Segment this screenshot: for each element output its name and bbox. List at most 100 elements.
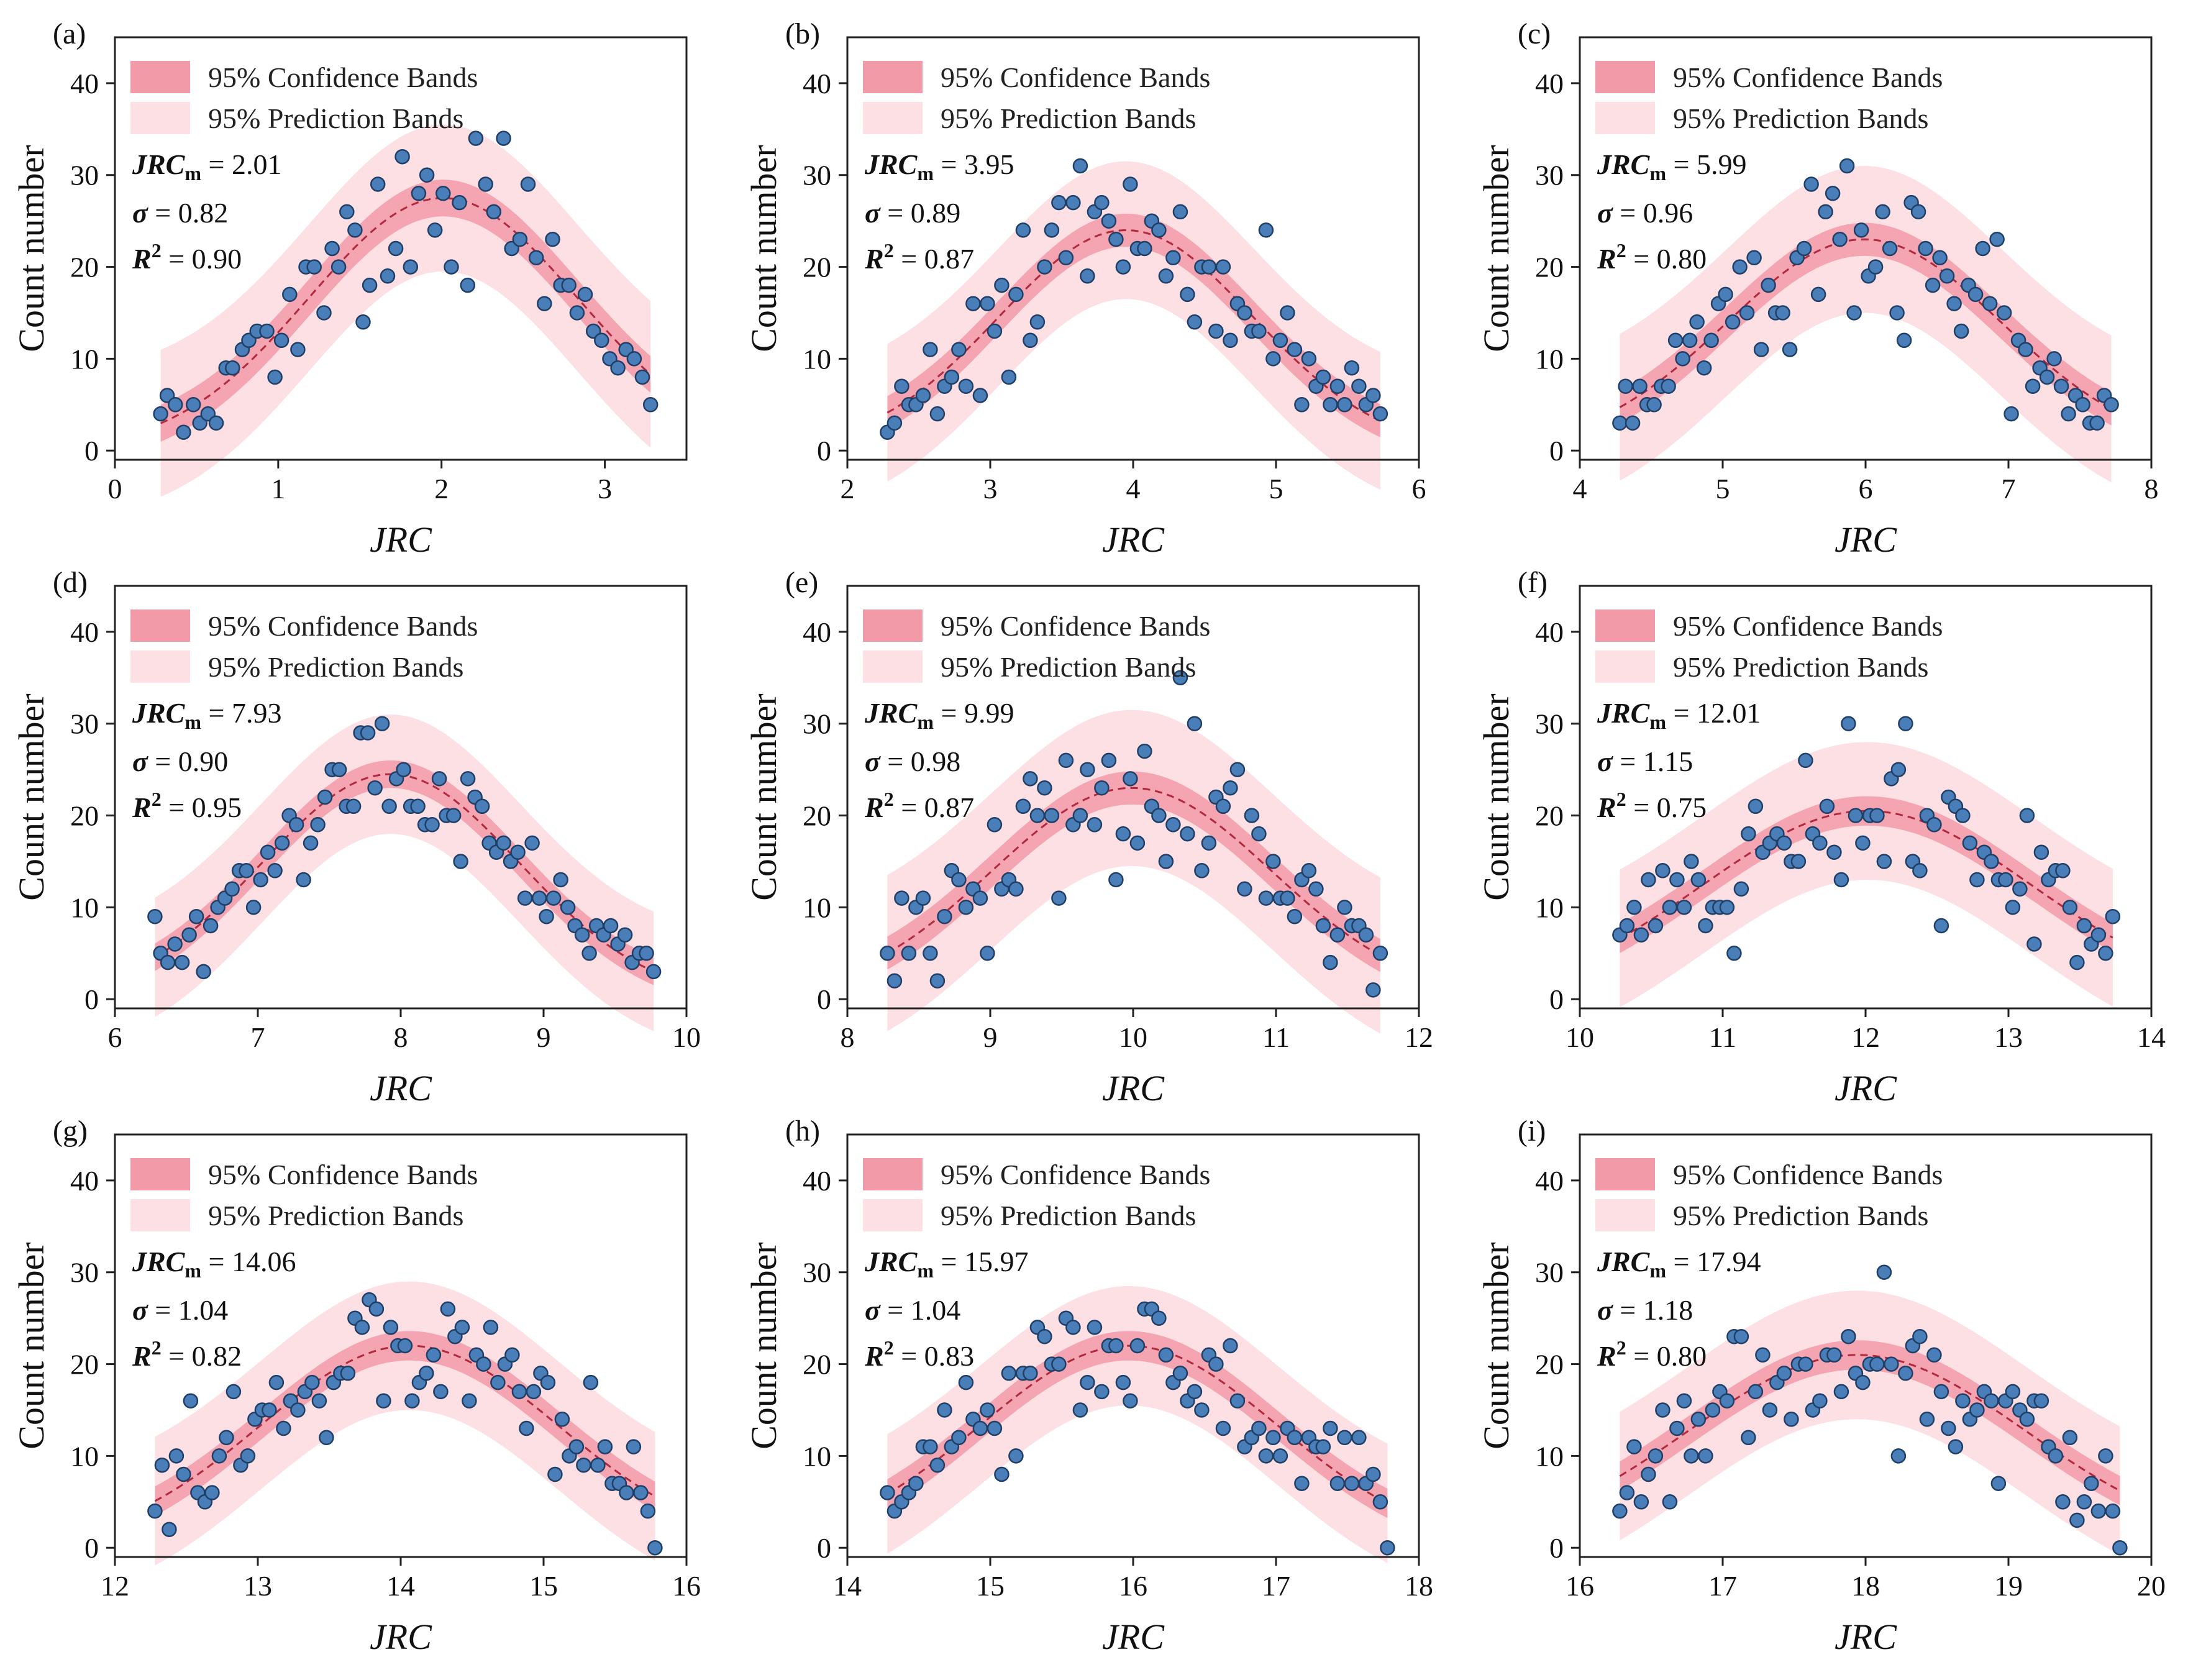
data-point <box>1875 204 1890 220</box>
stat-equals: = <box>894 792 924 823</box>
data-point <box>972 890 988 906</box>
panel-c: 4 5 6 7 8 0 10 20 30 40 JRC Count number (c) 95% Conf… <box>1476 17 2159 560</box>
data-point <box>1051 1356 1067 1372</box>
data-point <box>1151 808 1167 823</box>
data-point <box>987 323 1003 339</box>
data-point <box>951 872 967 888</box>
data-point <box>360 725 376 741</box>
data-point <box>626 1439 642 1454</box>
data-point <box>1884 1356 1899 1372</box>
data-point <box>1962 835 1978 851</box>
data-point <box>1158 1347 1174 1363</box>
confidence-band <box>887 213 1380 437</box>
stat-r2: R2 = 0.90 <box>132 239 242 275</box>
data-point <box>908 1476 924 1491</box>
stat-equals: = <box>201 148 232 180</box>
data-point <box>274 835 290 851</box>
legend-label-confidence: 95% Confidence Bands <box>1673 610 1943 642</box>
data-point <box>1812 1393 1828 1408</box>
data-point <box>2104 397 2119 413</box>
y-tick-label: 0 <box>1549 1532 1564 1564</box>
data-point <box>1718 286 1733 303</box>
data-point <box>1208 323 1224 339</box>
data-point <box>1215 1420 1231 1436</box>
stat-jrc-symbol: JRC <box>132 1246 186 1277</box>
x-tick-label: 20 <box>2137 1570 2166 1602</box>
data-point <box>1912 1328 1928 1344</box>
data-point <box>1803 176 1819 192</box>
x-tick-label: 16 <box>1566 1570 1594 1602</box>
y-tick-label: 20 <box>1535 800 1564 832</box>
data-point <box>1698 1448 1713 1464</box>
stat-jrc-subscript: m <box>917 711 934 733</box>
legend-swatch-confidence <box>130 609 190 642</box>
data-point <box>980 296 995 311</box>
x-tick-label: 14 <box>833 1570 862 1602</box>
data-point <box>951 342 967 357</box>
y-tick-label: 0 <box>1549 984 1564 1015</box>
data-point <box>958 1374 974 1390</box>
data-point <box>468 130 484 146</box>
stat-equals: = <box>1666 148 1697 180</box>
data-point <box>2025 378 2041 394</box>
x-tick-label: 5 <box>1716 473 1730 504</box>
data-point <box>1337 900 1352 915</box>
y-axis-title: Count number <box>1476 145 1516 352</box>
data-point <box>1989 231 2005 247</box>
data-point <box>1158 268 1174 284</box>
data-point <box>1933 918 1949 934</box>
stat-equals: = <box>162 792 192 823</box>
data-point <box>1094 1384 1110 1400</box>
x-tick-label: 13 <box>244 1570 272 1602</box>
data-point <box>411 186 427 201</box>
stat-equals: = <box>201 1246 232 1277</box>
legend-swatch-prediction <box>130 102 190 134</box>
data-point <box>1882 240 1898 257</box>
data-point <box>1741 1430 1756 1446</box>
prediction-band <box>1620 742 2113 1008</box>
y-tick-label: 40 <box>1535 68 1564 99</box>
legend-label-prediction: 95% Prediction Bands <box>1673 651 1928 683</box>
data-point <box>1684 854 1699 869</box>
data-point <box>2062 900 2078 915</box>
legend-label-confidence: 95% Confidence Bands <box>208 1159 478 1190</box>
data-point <box>1165 250 1181 266</box>
stat-equals: = <box>162 243 192 275</box>
data-point <box>617 927 633 943</box>
data-point <box>1165 817 1181 833</box>
data-point <box>923 946 938 961</box>
y-tick-label: 30 <box>70 160 99 191</box>
data-point <box>1619 918 1635 934</box>
data-point <box>397 1338 413 1354</box>
legend-label-prediction: 95% Prediction Bands <box>1673 103 1928 134</box>
stat-r-superscript: 2 <box>1616 1336 1626 1359</box>
legend-swatch-prediction <box>1595 102 1655 134</box>
data-point <box>1984 854 1999 869</box>
stat-equals: = <box>880 746 911 777</box>
confidence-band <box>1620 1340 2120 1505</box>
stat-r-symbol: R <box>132 792 152 823</box>
data-point <box>388 240 404 257</box>
data-point <box>880 1485 895 1500</box>
data-point <box>1123 176 1138 192</box>
x-tick-label: 17 <box>1262 1570 1290 1602</box>
data-point <box>1344 360 1360 376</box>
data-point <box>2090 1503 2107 1519</box>
data-point <box>2005 1384 2021 1400</box>
data-point <box>1187 1384 1203 1400</box>
data-point <box>1719 1393 1735 1408</box>
stat-sigma-value: 1.18 <box>1643 1294 1693 1326</box>
data-point <box>526 1384 542 1400</box>
y-tick-label: 30 <box>803 1257 831 1289</box>
y-tick-label: 40 <box>803 1165 831 1197</box>
stat-sigma-symbol: σ <box>132 746 148 777</box>
data-point <box>1876 854 1892 869</box>
x-tick-label: 7 <box>2002 473 2016 504</box>
stat-r-symbol: R <box>1597 1340 1616 1372</box>
data-point <box>1065 194 1081 211</box>
data-point <box>1648 1448 1664 1464</box>
x-tick-label: 18 <box>1405 1570 1433 1602</box>
data-point <box>316 305 332 321</box>
y-tick-label: 20 <box>70 1349 99 1381</box>
y-tick-label: 30 <box>803 708 831 740</box>
